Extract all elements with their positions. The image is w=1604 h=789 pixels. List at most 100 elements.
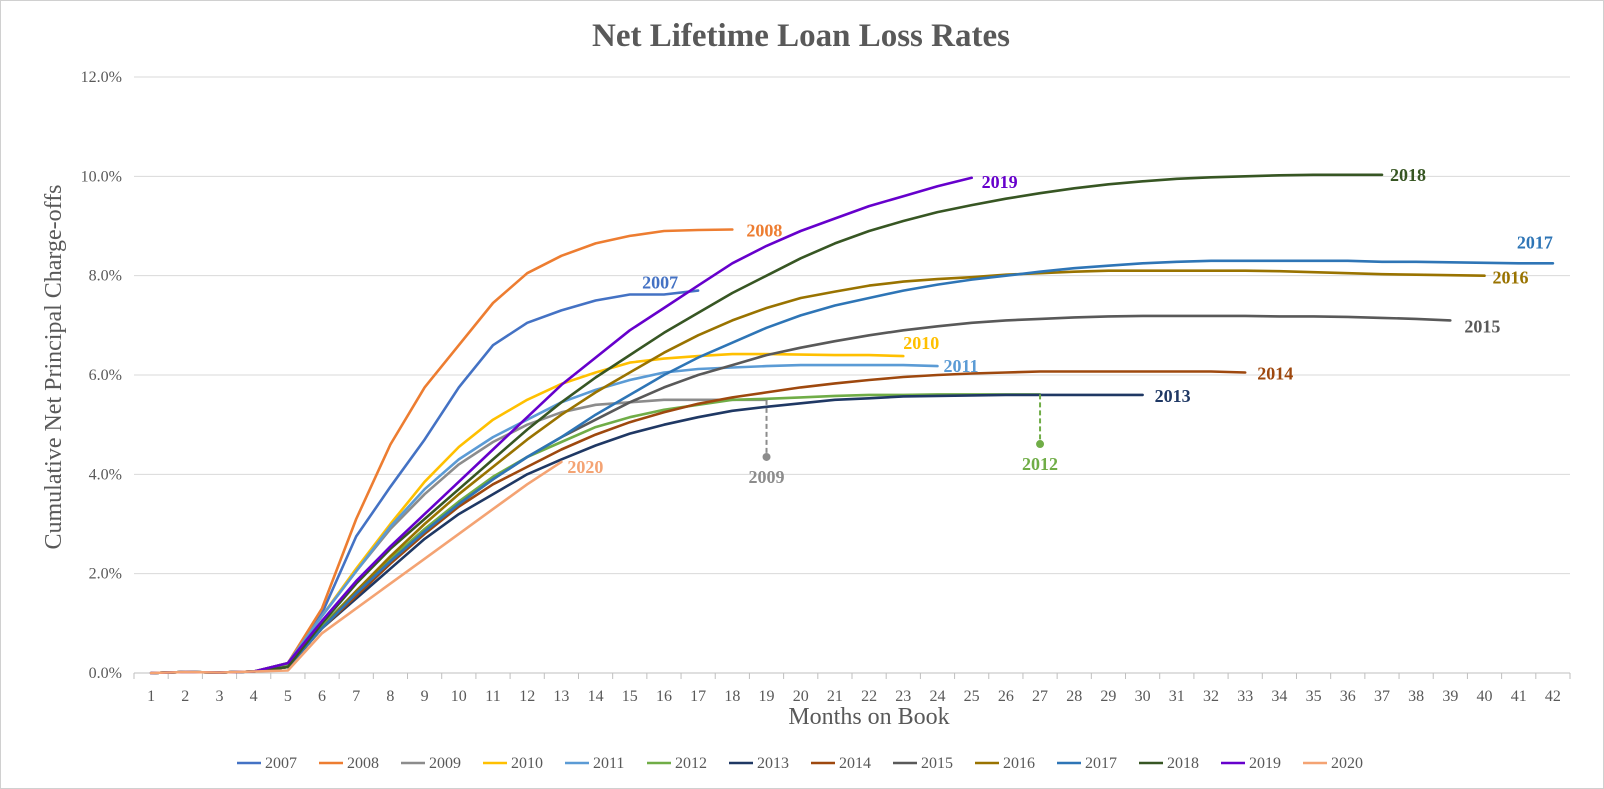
x-tick-label: 34 [1271,688,1287,705]
series-label: 2009 [749,467,785,487]
series-label: 2010 [903,333,939,353]
x-tick-label: 39 [1442,688,1458,705]
legend-label: 2013 [757,755,789,772]
series-label: 2011 [943,356,978,376]
x-tick-label: 32 [1203,688,1219,705]
x-axis-title: Months on Book [788,704,949,730]
x-tick-label: 23 [895,688,911,705]
x-tick-label: 4 [250,688,258,705]
series-line-2008 [149,228,734,675]
x-tick-label: 36 [1340,688,1356,705]
series-line-2015 [149,314,1452,675]
series-line-2011 [149,363,939,675]
series-label: 2012 [1022,454,1058,474]
y-tick-label: 8.0% [89,268,122,285]
x-tick-label: 3 [215,688,223,705]
y-tick-label: 2.0% [89,566,122,583]
series-line-2018 [149,173,1384,675]
y-tick-label: 0.0% [89,665,122,682]
x-tick-label: 15 [622,688,638,705]
series-line-2013 [149,393,1144,675]
x-tick-label: 20 [793,688,809,705]
legend-label: 2012 [675,755,707,772]
series-label: 2013 [1155,386,1191,406]
chart-title: Net Lifetime Loan Loss Rates [592,18,1010,54]
x-tick-label: 38 [1408,688,1424,705]
series-line-2017 [149,259,1555,675]
legend-label: 2010 [511,755,543,772]
x-tick-label: 22 [861,688,877,705]
x-tick-label: 6 [318,688,326,705]
series-label: 2020 [567,457,603,477]
callout-dot [762,452,771,461]
legend-label: 2020 [1331,755,1363,772]
x-tick-label: 27 [1032,688,1048,705]
y-tick-label: 10.0% [81,168,122,185]
series-line-2009 [149,398,768,675]
series-label: 2015 [1464,316,1500,336]
x-tick-label: 2 [181,688,189,705]
x-tick-label: 40 [1477,688,1493,705]
series-line-2016 [149,269,1486,675]
y-tick-label: 12.0% [81,69,122,86]
y-axis-ticks: 0.0% 2.0% 4.0% 6.0% 8.0% 10.0% 12.0% [81,69,122,682]
legend-label: 2008 [347,755,379,772]
x-tick-label: 17 [690,688,706,705]
series-lines [149,173,1555,675]
x-tick-label: 41 [1511,688,1527,705]
x-tick-label: 1 [147,688,155,705]
x-axis-ticks: 1 2 3 4 5 6 7 8 9 10 11 12 13 14 15 16 17 18 19 20 21 22 23 24 2… [133,672,1571,705]
x-tick-label: 33 [1237,688,1253,705]
x-tick-label: 30 [1135,688,1151,705]
legend-label: 2009 [429,755,461,772]
callout-dot [1036,440,1045,449]
series-label: 2016 [1493,268,1529,288]
legend-label: 2015 [921,755,953,772]
x-tick-label: 31 [1169,688,1185,705]
callouts [762,394,1045,461]
series-line-2010 [149,352,905,675]
series-label: 2018 [1390,165,1426,185]
x-tick-label: 13 [553,688,569,705]
x-tick-label: 5 [284,688,292,705]
x-tick-label: 42 [1545,688,1561,705]
x-tick-label: 10 [451,688,467,705]
x-tick-label: 26 [998,688,1014,705]
x-tick-label: 7 [352,688,360,705]
x-tick-label: 19 [759,688,775,705]
legend-label: 2019 [1249,755,1281,772]
x-tick-label: 9 [421,688,429,705]
x-tick-label: 12 [519,688,535,705]
series-label: 2008 [746,220,782,240]
series-label: 2007 [642,273,678,293]
series-label: 2019 [982,172,1018,192]
x-tick-label: 25 [964,688,980,705]
y-tick-label: 4.0% [89,466,122,483]
x-tick-label: 29 [1100,688,1116,705]
series-line-2019 [149,176,973,675]
legend: 2007 2008 2009 2010 2011 2012 2013 2014 2015 2016… [237,755,1363,772]
legend-label: 2018 [1167,755,1199,772]
legend-label: 2011 [593,755,624,772]
series-label: 2017 [1517,232,1553,252]
series-line-2012 [149,393,1042,675]
legend-label: 2016 [1003,755,1035,772]
legend-label: 2017 [1085,755,1117,772]
x-tick-label: 8 [386,688,394,705]
series-line-2020 [149,460,563,675]
y-tick-label: 6.0% [89,367,122,384]
legend-label: 2007 [265,755,297,772]
legend-label: 2014 [839,755,871,772]
x-tick-label: 35 [1306,688,1322,705]
x-tick-label: 16 [656,688,672,705]
x-tick-label: 28 [1066,688,1082,705]
x-tick-label: 14 [588,688,604,705]
y-axis-title: Cumulative Net Principal Charge-offs [41,184,67,549]
series-label: 2014 [1257,364,1293,384]
x-tick-label: 11 [485,688,500,705]
x-tick-label: 18 [724,688,740,705]
x-tick-label: 24 [929,688,945,705]
